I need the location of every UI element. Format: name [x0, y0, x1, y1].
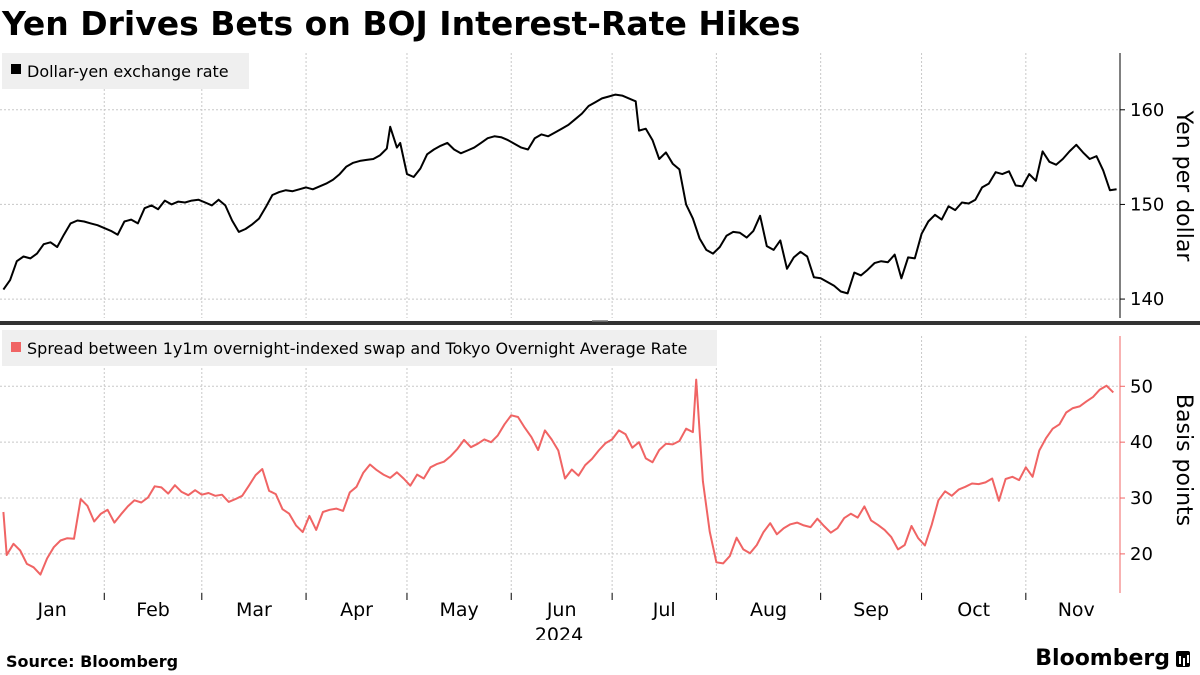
upper-tick-label-160: 160 — [1130, 100, 1164, 121]
lower-tick-label-20: 20 — [1130, 544, 1153, 565]
upper-y-axis-label: Yen per dollar — [1171, 110, 1196, 263]
lower-tick-label-40: 40 — [1130, 432, 1153, 453]
upper-tick-label-140: 140 — [1130, 289, 1164, 310]
x-tick-label-sep: Sep — [853, 599, 889, 621]
upper-legend-text: Dollar-yen exchange rate — [27, 62, 229, 81]
x-tick-label-apr: Apr — [340, 599, 373, 621]
x-tick-label-feb: Feb — [136, 599, 170, 621]
lower-panel: Spread between 1y1m overnight-indexed sw… — [0, 330, 1196, 593]
brand-logo-text: Bloomberg — [1035, 646, 1170, 671]
lower-y-axis-label: Basis points — [1171, 394, 1196, 526]
brand-logo: Bloomberg — [1035, 646, 1190, 671]
x-tick-label-may: May — [439, 599, 478, 621]
lower-legend-box — [2, 330, 717, 366]
x-tick-label-jul: Jul — [652, 599, 676, 621]
lower-legend-swatch — [11, 342, 21, 352]
lower-y-ticks: 20 30 40 50 — [1120, 376, 1153, 565]
x-axis-year: 2024 — [535, 624, 583, 640]
upper-legend-box — [2, 53, 249, 89]
bloomberg-chart-icon — [1176, 650, 1190, 667]
lower-tick-label-50: 50 — [1130, 376, 1153, 397]
x-tick-label-jun: Jun — [546, 599, 577, 621]
upper-panel: Dollar-yen exchange rate 140 150 160 Yen p… — [0, 53, 1196, 318]
lower-legend-text: Spread between 1y1m overnight-indexed sw… — [27, 339, 687, 358]
panel-divider — [0, 321, 1200, 325]
upper-gridlines — [0, 53, 1120, 318]
chart-title: Yen Drives Bets on BOJ Interest-Rate Hik… — [2, 4, 801, 43]
source-note: Source: Bloomberg — [6, 652, 179, 671]
x-tick-label-jan: Jan — [36, 599, 66, 621]
panel-divider-handle[interactable] — [592, 320, 608, 322]
x-tick-label-oct: Oct — [957, 599, 990, 621]
series-line-dollar-yen — [2, 93, 1117, 295]
upper-legend-swatch — [11, 64, 21, 74]
upper-y-ticks: 140 150 160 — [1120, 100, 1164, 310]
lower-tick-label-30: 30 — [1130, 488, 1153, 509]
lower-gridlines — [0, 336, 1120, 593]
upper-tick-label-150: 150 — [1130, 194, 1164, 215]
x-tick-label-nov: Nov — [1058, 599, 1095, 621]
x-tick-label-aug: Aug — [750, 599, 787, 621]
chart-canvas: Dollar-yen exchange rate 140 150 160 Yen p… — [0, 53, 1200, 640]
x-axis: Jan Feb Mar Apr May Jun Jul Aug Sep Oct Nov — [36, 593, 1095, 621]
series-line-spread — [2, 378, 1115, 576]
x-tick-label-mar: Mar — [236, 599, 272, 621]
